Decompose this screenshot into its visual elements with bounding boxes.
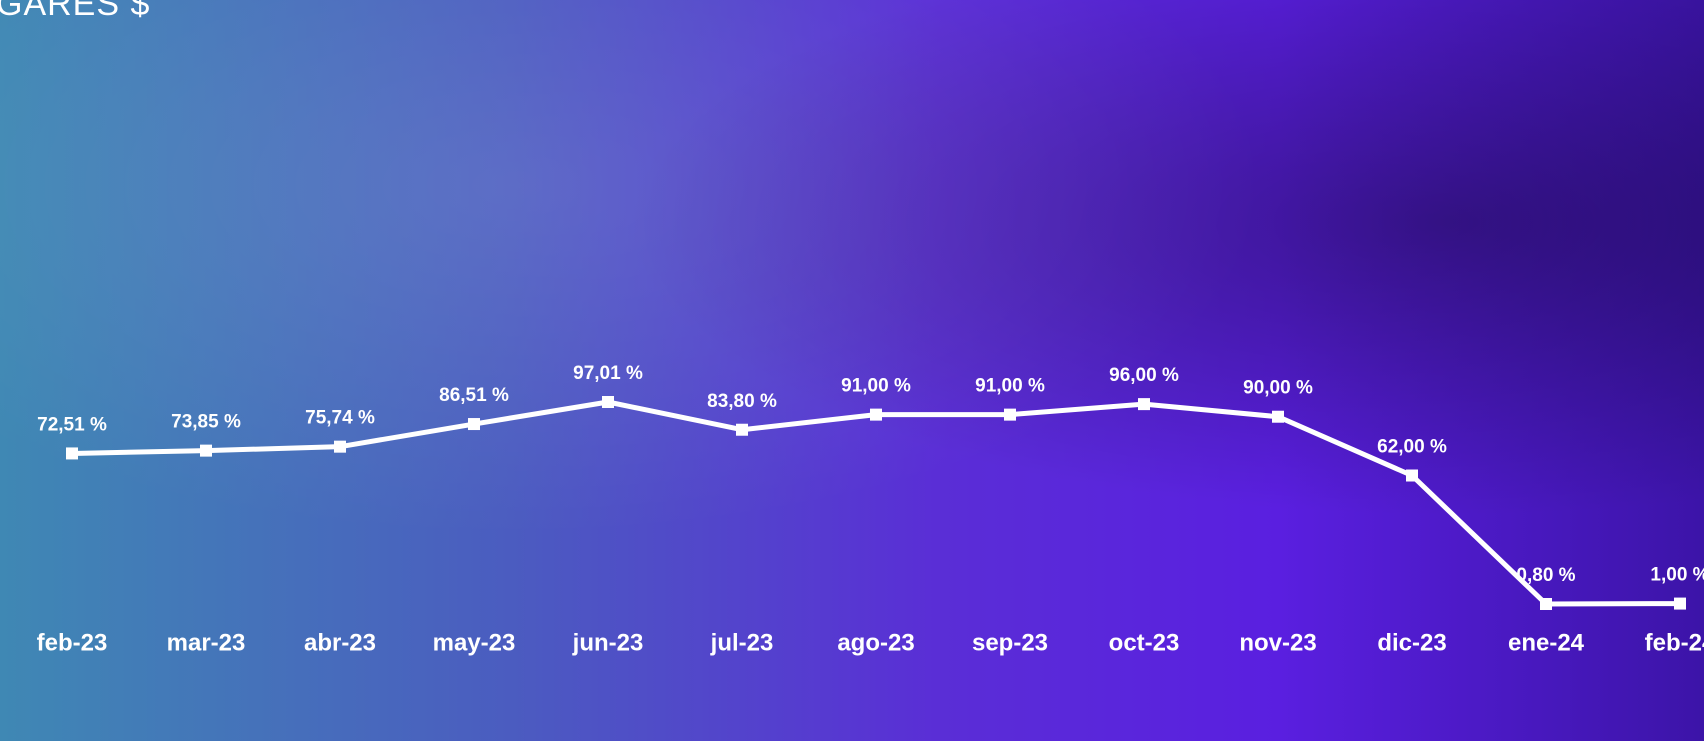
x-tick-label: ene-24 <box>1508 629 1585 656</box>
data-label: 62,00 % <box>1377 437 1447 458</box>
x-tick-label: mar-23 <box>167 629 246 656</box>
data-label: 90,00 % <box>1243 378 1313 399</box>
x-tick-label: feb-23 <box>37 629 108 656</box>
marker <box>1004 408 1016 421</box>
x-tick-label: sep-23 <box>972 629 1048 656</box>
x-tick-label: feb-24 <box>1645 629 1704 656</box>
marker <box>334 440 346 453</box>
marker <box>1138 398 1150 411</box>
x-tick-label: ago-23 <box>837 629 914 656</box>
data-label: 83,80 % <box>707 391 777 412</box>
data-label: 91,00 % <box>841 376 911 397</box>
data-label: 96,00 % <box>1109 365 1179 386</box>
marker <box>736 423 748 436</box>
x-tick-label: may-23 <box>433 629 516 656</box>
data-label: 0,80 % <box>1516 565 1575 586</box>
marker <box>1674 597 1686 610</box>
data-label: 1,00 % <box>1650 565 1704 586</box>
x-tick-label: abr-23 <box>304 629 376 656</box>
data-label: 91,00 % <box>975 376 1045 397</box>
marker <box>1540 598 1552 610</box>
marker <box>468 418 480 431</box>
marker <box>66 447 78 460</box>
data-label: 97,01 % <box>573 363 643 384</box>
marker <box>602 396 614 408</box>
data-label: 75,74 % <box>305 408 375 429</box>
marker <box>870 408 882 421</box>
marker <box>200 444 212 457</box>
data-label: 86,51 % <box>439 385 509 406</box>
x-tick-label: nov-23 <box>1239 629 1316 656</box>
marker <box>1272 410 1284 423</box>
x-tick-label: dic-23 <box>1377 629 1446 656</box>
chart-title: GARES $ <box>0 0 150 23</box>
x-tick-label: jul-23 <box>710 629 774 656</box>
data-label: 72,51 % <box>37 414 107 435</box>
marker <box>1406 469 1418 482</box>
x-tick-label: oct-23 <box>1109 629 1180 656</box>
x-tick-label: jun-23 <box>572 629 644 656</box>
data-label: 73,85 % <box>171 412 241 433</box>
line <box>71 399 1681 607</box>
